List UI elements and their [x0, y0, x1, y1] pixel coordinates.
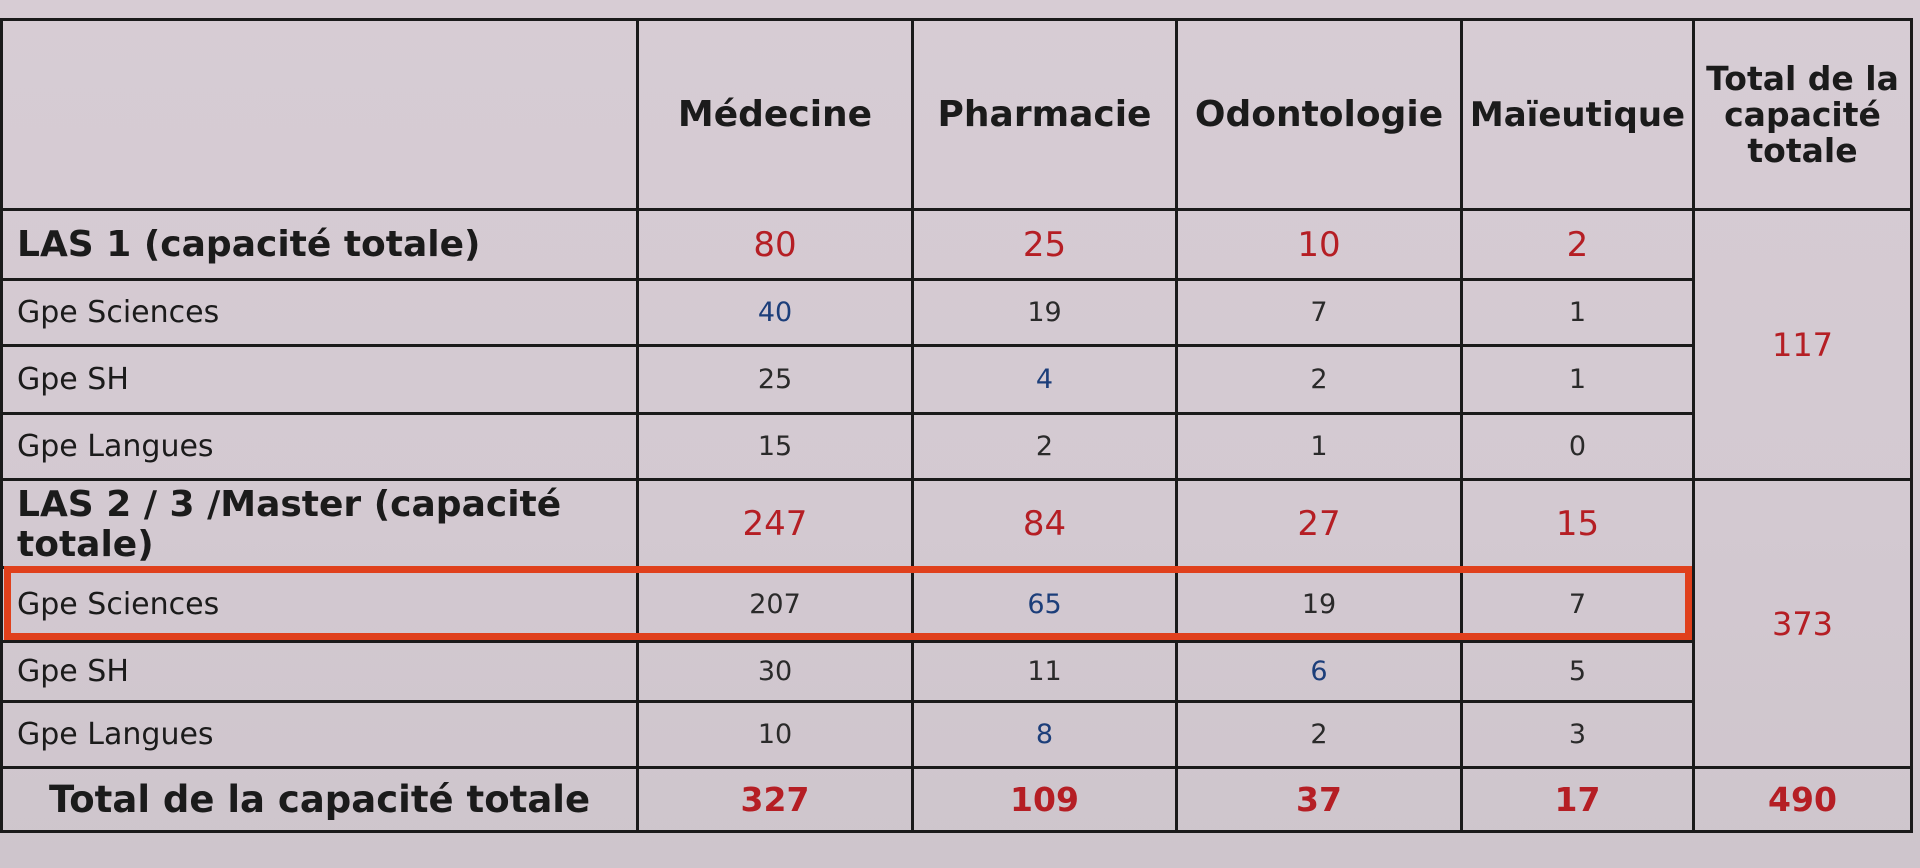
table-row-highlighted: Gpe Sciences 207 65 19 7 — [0, 566, 1912, 643]
cell-medecine: 80 — [636, 208, 914, 281]
cell-maieutique: 1 — [1460, 344, 1695, 415]
row-label: Gpe SH — [0, 640, 639, 703]
header-medecine: Médecine — [636, 18, 914, 211]
row-label: Gpe SH — [0, 344, 639, 415]
footer-medecine: 327 — [636, 766, 914, 833]
cell-maieutique: 1 — [1460, 278, 1695, 347]
row-label: Gpe Sciences — [0, 278, 639, 347]
table-row: Gpe Langues 10 8 2 3 — [0, 700, 1912, 769]
cell-odontologie: 27 — [1175, 478, 1463, 569]
cell-odontologie: 2 — [1175, 344, 1463, 415]
cell-maieutique: 2 — [1460, 208, 1695, 281]
footer-odontologie: 37 — [1175, 766, 1463, 833]
cell-odontologie: 19 — [1175, 566, 1463, 643]
footer-grand-total: 490 — [1692, 766, 1913, 833]
table-row: Gpe Langues 15 2 1 0 — [0, 412, 1912, 481]
header-odontologie: Odontologie — [1175, 18, 1463, 211]
cell-maieutique: 5 — [1460, 640, 1695, 703]
table-row-las1: LAS 1 (capacité totale) 80 25 10 2 117 — [0, 208, 1913, 481]
row-label: LAS 1 (capacité totale) — [0, 208, 639, 281]
cell-medecine: 25 — [636, 344, 914, 415]
cell-medecine: 15 — [636, 412, 914, 481]
cell-pharmacie: 11 — [911, 640, 1178, 703]
row-label: Gpe Langues — [0, 700, 639, 769]
cell-medecine: 10 — [636, 700, 914, 769]
cell-pharmacie: 4 — [911, 344, 1178, 415]
cell-odontologie: 6 — [1175, 640, 1463, 703]
row-label: Gpe Sciences — [0, 566, 639, 643]
footer-maieutique: 17 — [1460, 766, 1695, 833]
cell-pharmacie: 2 — [911, 412, 1178, 481]
cell-maieutique: 15 — [1460, 478, 1695, 569]
cell-medecine: 207 — [636, 566, 914, 643]
cell-pharmacie: 84 — [911, 478, 1178, 569]
table-row-las2: LAS 2 / 3 /Master (capacité totale) 247 … — [0, 478, 1913, 769]
row-label: LAS 2 / 3 /Master (capacité totale) — [0, 478, 639, 569]
cell-odontologie: 7 — [1175, 278, 1463, 347]
cell-medecine: 40 — [636, 278, 914, 347]
footer-total-row: Total de la capacité totale 327 109 37 1… — [0, 766, 1913, 833]
footer-label: Total de la capacité totale — [0, 766, 639, 833]
group-total-las2: 373 — [1692, 478, 1913, 769]
cell-odontologie: 10 — [1175, 208, 1463, 281]
table-row: Gpe Sciences 40 19 7 1 — [0, 278, 1912, 347]
table-row: Gpe SH 25 4 2 1 — [0, 344, 1912, 415]
header-maieutique: Maïeutique — [1460, 18, 1695, 211]
cell-odontologie: 2 — [1175, 700, 1463, 769]
footer-pharmacie: 109 — [911, 766, 1178, 833]
cell-odontologie: 1 — [1175, 412, 1463, 481]
cell-medecine: 30 — [636, 640, 914, 703]
cell-pharmacie: 25 — [911, 208, 1178, 281]
cell-pharmacie: 19 — [911, 278, 1178, 347]
table-row: Gpe SH 30 11 6 5 — [0, 640, 1912, 703]
cell-pharmacie: 65 — [911, 566, 1178, 643]
cell-maieutique: 7 — [1460, 566, 1695, 643]
cell-medecine: 247 — [636, 478, 914, 569]
row-label: Gpe Langues — [0, 412, 639, 481]
header-row: Médecine Pharmacie Odontologie Maïeutiqu… — [0, 18, 1913, 211]
header-empty-cell — [0, 18, 639, 211]
capacity-table: Médecine Pharmacie Odontologie Maïeutiqu… — [0, 18, 1913, 833]
header-total: Total de la capacité totale — [1692, 18, 1913, 211]
cell-maieutique: 3 — [1460, 700, 1695, 769]
cell-maieutique: 0 — [1460, 412, 1695, 481]
cell-pharmacie: 8 — [911, 700, 1178, 769]
header-pharmacie: Pharmacie — [911, 18, 1178, 211]
group-total-las1: 117 — [1692, 208, 1913, 481]
